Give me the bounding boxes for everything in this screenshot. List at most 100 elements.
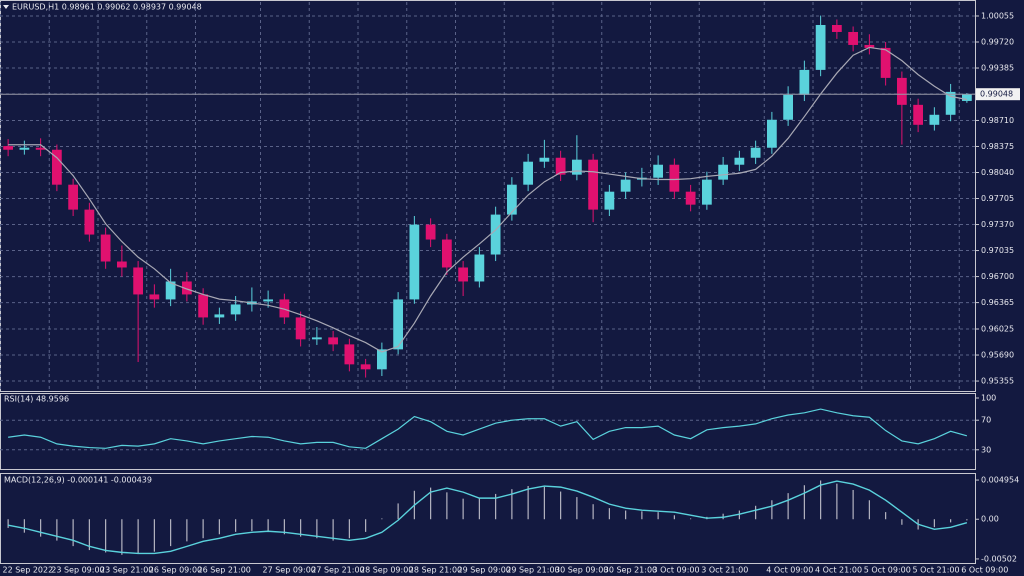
candle-body [734, 157, 745, 165]
macd-bar [121, 519, 123, 555]
candle-body [295, 317, 306, 340]
candle-body [832, 24, 842, 32]
macd-bar [511, 489, 513, 520]
symbol-menu-icon[interactable] [3, 5, 9, 9]
rsi-line [8, 408, 968, 449]
macd-bar [40, 519, 42, 537]
candle-body [767, 119, 777, 148]
candle-body [913, 104, 923, 125]
candle-body [685, 191, 696, 205]
y-tick-label: 0.97705 [981, 194, 1014, 203]
macd-bar [105, 519, 107, 553]
x-tick-label: 26 Sep 21:00 [198, 566, 251, 575]
macd-bar [23, 519, 25, 533]
candle-body [149, 294, 160, 300]
macd-bar [397, 503, 399, 520]
candle-body [880, 47, 891, 78]
candle-body [588, 159, 598, 210]
symbol-header: EURUSD,H1 0.98961 0.99062 0.98937 0.9904… [12, 3, 202, 12]
candle-body [328, 337, 338, 345]
x-tick-label: 29 Sep 21:00 [506, 566, 559, 575]
x-tick-label: 27 Sep 09:00 [263, 566, 316, 575]
macd-bar [673, 515, 675, 520]
candle-body [360, 364, 371, 370]
x-tick-label: 30 Sep 21:00 [604, 566, 657, 575]
macd-bar [495, 493, 497, 520]
rsi-header: RSI(14) 48.9596 [4, 395, 69, 404]
macd-bar [608, 508, 610, 520]
macd-bar [722, 513, 724, 520]
candle-body [312, 337, 322, 340]
macd-bar [625, 510, 627, 520]
candle-body [848, 31, 858, 45]
rsi-panel [0, 393, 976, 470]
candle-body [507, 184, 517, 215]
y-tick-label: 100 [981, 394, 996, 403]
macd-bar [218, 519, 220, 535]
x-tick-label: 4 Oct 09:00 [766, 566, 813, 575]
macd-bar [365, 519, 367, 532]
candle-body [68, 184, 78, 210]
macd-bar [901, 519, 903, 525]
macd-bar [153, 519, 155, 552]
macd-bar [950, 519, 952, 523]
macd-bar [283, 519, 285, 535]
x-tick-label: 23 Sep 21:00 [100, 566, 153, 575]
y-tick-label: 0.98375 [981, 142, 1014, 151]
y-tick-label: 70 [981, 416, 991, 425]
macd-bar [885, 512, 887, 520]
x-tick-label: 3 Oct 21:00 [701, 566, 748, 575]
candle-body [523, 161, 533, 185]
y-tick-label: 1.00055 [981, 11, 1014, 20]
y-tick-label: 0.98040 [981, 168, 1014, 177]
candle-body [442, 239, 452, 268]
macd-bar [543, 486, 545, 520]
y-tick-label: 30 [981, 445, 991, 454]
candle-body [750, 147, 761, 158]
candle-body [84, 209, 95, 235]
macd-bar [446, 492, 448, 520]
macd-bar [771, 500, 773, 520]
macd-bar [348, 519, 350, 539]
macd-bar [300, 519, 302, 537]
candle-body [474, 254, 485, 282]
macd-bar [462, 498, 464, 520]
candle-body [945, 91, 956, 115]
macd-bar [592, 504, 594, 520]
y-tick-label: 0.96365 [981, 298, 1014, 307]
macd-bar [332, 519, 334, 541]
macd-bar [690, 518, 692, 520]
x-tick-label: 30 Sep 09:00 [555, 566, 608, 575]
macd-bar [852, 489, 854, 520]
candle-body [653, 164, 663, 178]
x-tick-label: 28 Sep 21:00 [409, 566, 462, 575]
candle-body [100, 234, 111, 262]
x-tick-label: 27 Sep 21:00 [311, 566, 364, 575]
macd-bar [235, 519, 237, 532]
candle-body [393, 299, 403, 350]
candle-body [799, 69, 810, 95]
y-tick-label: 0.99385 [981, 64, 1014, 73]
macd-bar [576, 497, 578, 520]
y-tick-label: 0.97370 [981, 220, 1014, 229]
candle-body [117, 261, 127, 268]
x-tick-label: 22 Sep 2022 [3, 566, 54, 575]
macd-bar [657, 512, 659, 520]
x-tick-label: 6 Oct 09:00 [961, 566, 1008, 575]
x-tick-label: 5 Oct 21:00 [913, 566, 960, 575]
x-tick-label: 26 Sep 09:00 [149, 566, 202, 575]
current-price-label: 0.99048 [980, 90, 1013, 99]
candle-body [279, 299, 290, 318]
y-tick-label: 0.00 [981, 515, 999, 524]
candle-body [604, 191, 615, 210]
macd-bar [966, 519, 968, 521]
candle-body [52, 149, 62, 185]
macd-bar [186, 519, 188, 542]
y-tick-label: 0.95690 [981, 351, 1014, 360]
macd-bar [560, 491, 562, 520]
candle-body [962, 94, 972, 101]
x-tick-label: 28 Sep 09:00 [360, 566, 413, 575]
macd-bar [381, 518, 383, 520]
candle-body [409, 224, 420, 300]
candle-body [344, 344, 355, 365]
